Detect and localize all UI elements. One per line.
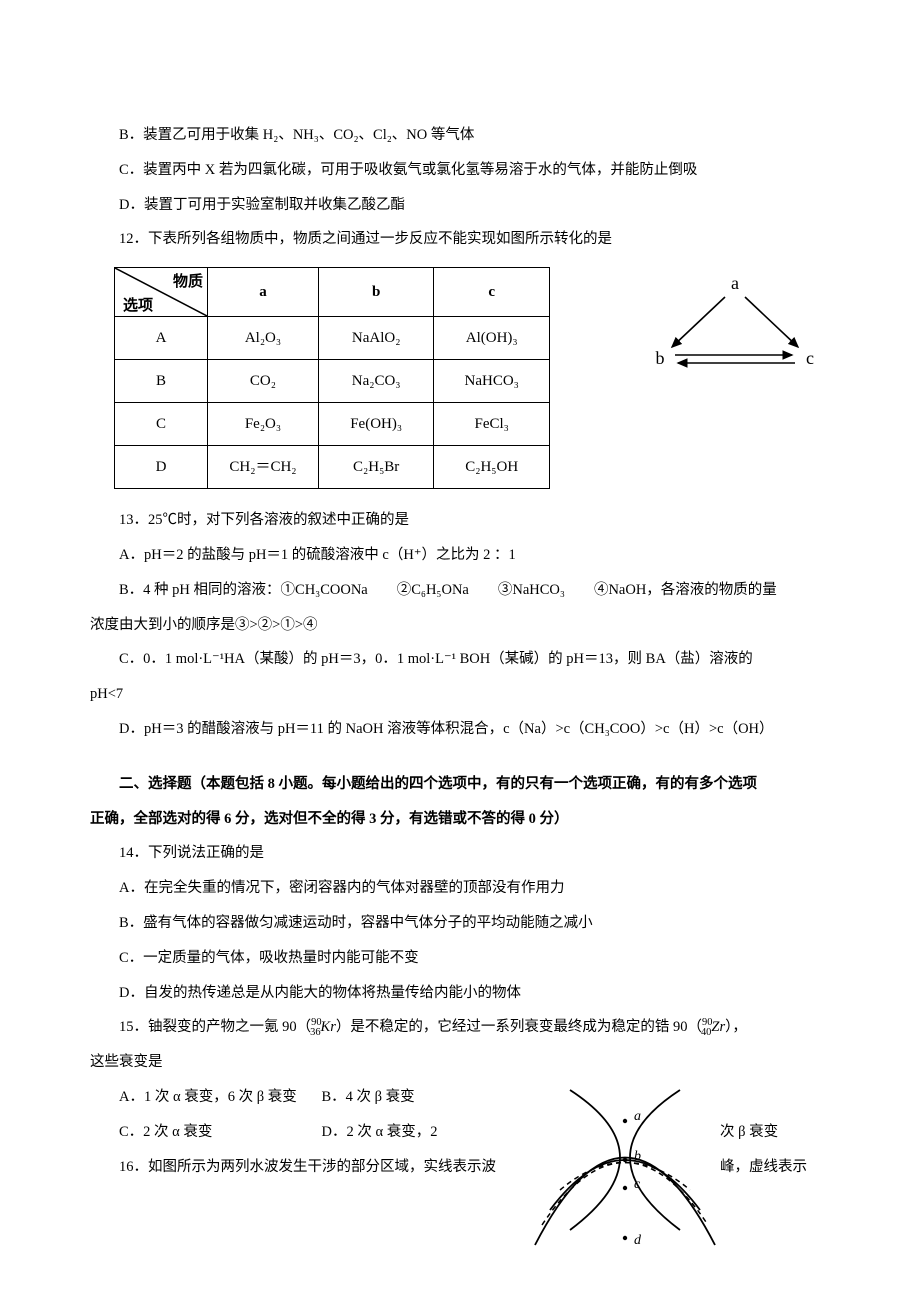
nuclide-kr: 9036Kr: [311, 1019, 336, 1035]
q15-stem-c: ），: [725, 1019, 747, 1035]
q16-diagram-wrap: a b c d: [530, 1060, 720, 1264]
q12-header-c: c: [434, 268, 550, 317]
q15-q16-right-col: 次 β 衰变 峰，虚线表示: [720, 1080, 830, 1185]
q-pre-option-b: B．装置乙可用于收集 H₂、NH₃、CO₂、Cl₂、NO 等气体: [90, 118, 830, 153]
q12-cell: C₂H₅OH: [434, 446, 550, 489]
q15-options-row1: A．1 次 α 衰变，6 次 β 衰变 B．4 次 β 衰变: [119, 1080, 524, 1115]
q12-header-b: b: [318, 268, 433, 317]
q12-row-opt: C: [115, 403, 208, 446]
q13-option-c-line2: pH<7: [90, 677, 830, 712]
diag-label-c: c: [634, 1177, 641, 1192]
q13-option-c-line1: C．0．1 mol·L⁻¹HA（某酸）的 pH＝3，0．1 mol·L⁻¹ BO…: [90, 642, 830, 677]
q12-cell: FeCl₃: [434, 403, 550, 446]
table-row: B CO₂ Na₂CO₃ NaHCO₃: [115, 360, 550, 403]
q12-stem: 12．下表所列各组物质中，物质之间通过一步反应不能实现如图所示转化的是: [90, 222, 830, 257]
q15-q16-left-col: A．1 次 α 衰变，6 次 β 衰变 B．4 次 β 衰变 C．2 次 α 衰…: [90, 1080, 524, 1184]
tri-label-a: a: [731, 273, 739, 293]
q15-stem-b: ）是不稳定的，它经过一系列衰变最终成为稳定的锆 90（: [336, 1019, 702, 1035]
q15-options-row2: C．2 次 α 衰变 D．2 次 α 衰变，2: [119, 1115, 524, 1150]
spacer: [720, 1080, 830, 1115]
q13-option-d: D．pH＝3 的醋酸溶液与 pH＝11 的 NaOH 溶液等体积混合，c（Na）…: [90, 712, 830, 747]
q12-cell: Na₂CO₃: [318, 360, 433, 403]
q12-cell: CO₂: [208, 360, 319, 403]
section2-title-line2: 正确，全部选对的得 6 分，选对但不全的得 3 分，有选错或不答的得 0 分）: [90, 802, 830, 837]
nuclide-zr: 9040Zr: [702, 1019, 725, 1035]
q12-table-diagram-row: 物质 选项 a b c A Al₂O₃ NaAlO₂ Al(OH)₃ B CO₂…: [90, 257, 830, 503]
diag-bottom-label: 选项: [123, 296, 153, 314]
q12-header-a: a: [208, 268, 319, 317]
q12-cell: CH₂＝CH₂: [208, 446, 319, 489]
triangle-cycle-icon: a b c: [640, 269, 830, 389]
q15-stem-a: 15．铀裂变的产物之一氪 90（: [119, 1019, 311, 1035]
q13-option-b-line2: 浓度由大到小的顺序是③>②>①>④: [90, 608, 830, 643]
diag-top-label: 物质: [173, 272, 203, 290]
q13-option-a: A．pH＝2 的盐酸与 pH＝1 的硫酸溶液中 c（H⁺）之比为 2 ：1: [90, 538, 830, 573]
q16-stem-left: 16．如图所示为两列水波发生干涉的部分区域，实线表示波: [90, 1150, 524, 1185]
diagonal-header-icon: 物质 选项: [115, 268, 207, 316]
q15-option-b: B．4 次 β 衰变: [322, 1080, 525, 1115]
q12-triangle-diagram: a b c: [640, 269, 830, 403]
zr-z: 40: [701, 1027, 711, 1038]
q13-stem: 13．25℃时，对下列各溶液的叙述中正确的是: [90, 503, 830, 538]
q-pre-option-d: D．装置丁可用于实验室制取并收集乙酸乙酯: [90, 188, 830, 223]
q16-stem-right: 峰，虚线表示: [720, 1150, 830, 1185]
q12-cell: Al(OH)₃: [434, 317, 550, 360]
table-row: D CH₂＝CH₂ C₂H₅Br C₂H₅OH: [115, 446, 550, 489]
q13-option-b-line1: B．4 种 pH 相同的溶液：①CH₃COONa ②C₆H₅ONa ③NaHCO…: [90, 573, 830, 608]
kr-z: 36: [310, 1027, 320, 1038]
table-row: A Al₂O₃ NaAlO₂ Al(OH)₃: [115, 317, 550, 360]
q14-option-b: B．盛有气体的容器做匀减速运动时，容器中气体分子的平均动能随之减小: [90, 906, 830, 941]
interference-diagram-icon: a b c d: [530, 1060, 720, 1250]
q14-option-d: D．自发的热传递总是从内能大的物体将热量传给内能小的物体: [90, 976, 830, 1011]
q12-row-opt: D: [115, 446, 208, 489]
q15-option-c: C．2 次 α 衰变: [119, 1115, 322, 1150]
q12-cell: Fe₂O₃: [208, 403, 319, 446]
q15-option-d-tail: 次 β 衰变: [720, 1115, 830, 1150]
q12-cell: NaHCO₃: [434, 360, 550, 403]
zr-symbol: Zr: [711, 1019, 725, 1035]
q14-option-c: C．一定质量的气体，吸收热量时内能可能不变: [90, 941, 830, 976]
document-page: B．装置乙可用于收集 H₂、NH₃、CO₂、Cl₂、NO 等气体 C．装置丙中 …: [0, 0, 920, 1304]
q12-table-diag-cell: 物质 选项: [115, 268, 208, 317]
q12-cell: C₂H₅Br: [318, 446, 433, 489]
q15-option-d: D．2 次 α 衰变，2: [322, 1115, 525, 1150]
q12-cell: NaAlO₂: [318, 317, 433, 360]
spacer: [90, 747, 830, 767]
q12-cell: Al₂O₃: [208, 317, 319, 360]
q12-table: 物质 选项 a b c A Al₂O₃ NaAlO₂ Al(OH)₃ B CO₂…: [114, 267, 550, 489]
q15-option-a: A．1 次 α 衰变，6 次 β 衰变: [119, 1080, 322, 1115]
q12-row-opt: A: [115, 317, 208, 360]
q15-stem-line1: 15．铀裂变的产物之一氪 90（9036Kr）是不稳定的，它经过一系列衰变最终成…: [90, 1010, 830, 1045]
kr-symbol: Kr: [321, 1019, 336, 1035]
diag-label-b: b: [634, 1149, 641, 1164]
q14-stem: 14．下列说法正确的是: [90, 836, 830, 871]
q15-q16-block: A．1 次 α 衰变，6 次 β 衰变 B．4 次 β 衰变 C．2 次 α 衰…: [90, 1080, 830, 1264]
tri-label-c: c: [806, 348, 814, 368]
q14-option-a: A．在完全失重的情况下，密闭容器内的气体对器壁的顶部没有作用力: [90, 871, 830, 906]
table-row: C Fe₂O₃ Fe(OH)₃ FeCl₃: [115, 403, 550, 446]
tri-label-b: b: [656, 348, 665, 368]
q12-cell: Fe(OH)₃: [318, 403, 433, 446]
diag-label-d: d: [634, 1233, 642, 1248]
diag-label-a: a: [634, 1109, 641, 1124]
section2-title-line1: 二、选择题（本题包括 8 小题。每小题给出的四个选项中，有的只有一个选项正确，有…: [90, 767, 830, 802]
q12-row-opt: B: [115, 360, 208, 403]
q-pre-option-c: C．装置丙中 X 若为四氯化碳，可用于吸收氨气或氯化氢等易溶于水的气体，并能防止…: [90, 153, 830, 188]
